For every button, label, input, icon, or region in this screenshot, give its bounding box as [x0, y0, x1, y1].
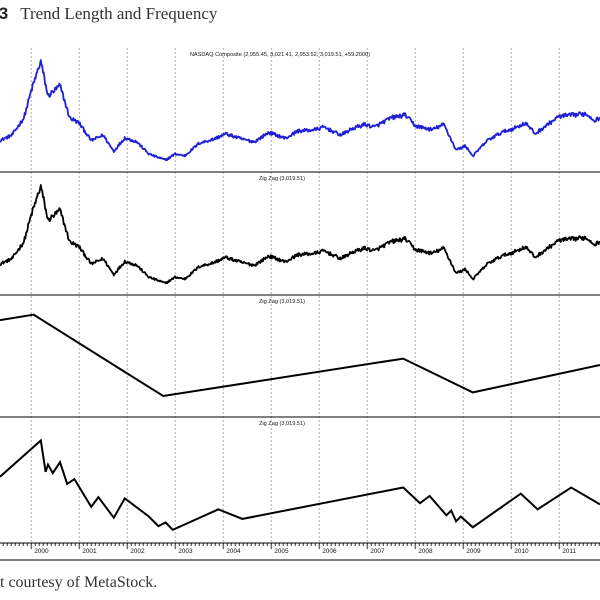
- panel-title: NASDAQ Composite (2,955.45, 3,021.41, 2,…: [190, 52, 370, 58]
- x-tick-label: 2011: [562, 548, 576, 555]
- x-tick-label: 2000: [34, 548, 49, 555]
- x-tick-label: 2008: [418, 548, 433, 555]
- figure-heading: .3 Trend Length and Frequency: [0, 4, 217, 26]
- series-line: [0, 184, 600, 285]
- series-line: [0, 59, 600, 162]
- x-tick-label: 2005: [274, 548, 289, 555]
- x-tick-label: 2010: [514, 548, 529, 555]
- panel-title: Zig Zag (3,019.51): [259, 176, 305, 182]
- figure-number: .3: [0, 4, 9, 23]
- zigzag-line: [0, 313, 600, 398]
- figure-credit: t courtesy of MetaStock.: [0, 574, 158, 591]
- x-tick-label: 2006: [322, 548, 337, 555]
- x-tick-label: 2009: [466, 548, 481, 555]
- figure-title: Trend Length and Frequency: [20, 4, 218, 23]
- x-axis: 2000 2001 2002 2003 2004 2005 2006 2007 2008 2009…: [0, 543, 600, 561]
- chart-panel-2: Zig Zag (3,019.51): [0, 176, 600, 296]
- chart-panel-4: Zig Zag (3,019.51): [0, 421, 600, 544]
- panel-title: Zig Zag (3,019.51): [259, 299, 305, 305]
- panel-title: Zig Zag (3,019.51): [259, 421, 305, 427]
- zigzag-line: [0, 438, 600, 531]
- x-tick-label: 2001: [82, 548, 97, 555]
- chart-panel-1: NASDAQ Composite (2,955.45, 3,021.41, 2,…: [0, 52, 600, 173]
- x-tick-label: 2002: [130, 548, 145, 555]
- x-tick-label: 2007: [370, 548, 385, 555]
- chart-panel-3: Zig Zag (3,019.51): [0, 299, 600, 418]
- x-tick-label: 2004: [226, 548, 241, 555]
- x-tick-label: 2003: [178, 548, 193, 555]
